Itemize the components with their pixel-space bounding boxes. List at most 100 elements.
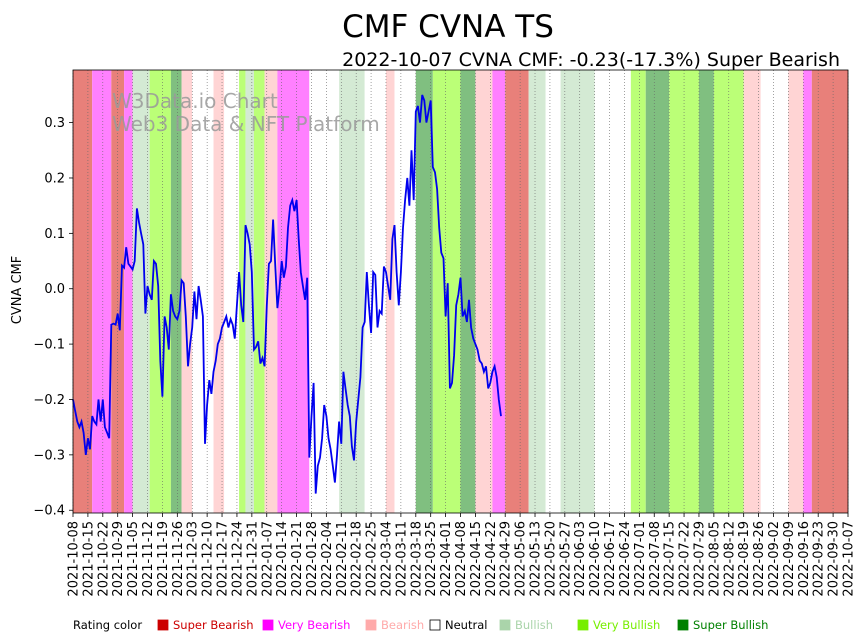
rating-band-14	[264, 70, 278, 513]
rating-band-26	[505, 70, 529, 513]
rating-band-1	[92, 70, 112, 513]
x-tick-label: 2021-11-19	[156, 521, 171, 597]
rating-band-4	[132, 70, 150, 513]
x-tick-label: 2022-09-23	[812, 521, 827, 597]
rating-band-0	[73, 70, 93, 513]
legend-swatch	[157, 619, 169, 631]
y-tick-label: 0.2	[44, 171, 65, 186]
y-tick-label: −0.3	[33, 448, 65, 463]
x-tick-label: 2022-05-13	[529, 521, 544, 597]
x-tick-label: 2021-10-29	[111, 521, 126, 597]
x-tick-label: 2022-06-17	[603, 521, 618, 597]
rating-band-13	[253, 70, 265, 513]
x-tick-label: 2022-04-01	[439, 521, 454, 597]
rating-band-10	[224, 70, 240, 513]
x-tick-label: 2022-10-07	[842, 521, 857, 597]
rating-band-38	[760, 70, 789, 513]
x-tick-label: 2022-06-24	[618, 521, 633, 597]
rating-band-40	[803, 70, 812, 513]
x-tick-label: 2022-01-21	[290, 521, 305, 597]
x-tick-label: 2021-12-24	[230, 521, 245, 597]
rating-band-41	[811, 70, 848, 513]
rating-band-39	[788, 70, 804, 513]
legend-swatch	[429, 619, 441, 631]
y-tick-label: −0.1	[33, 338, 65, 353]
cmf-series-line	[72, 94, 502, 494]
rating-band-7	[181, 70, 193, 513]
x-tick-label: 2021-10-15	[81, 521, 96, 597]
x-tick-label: 2022-01-14	[275, 521, 290, 597]
x-tick-label: 2022-09-09	[782, 521, 797, 597]
rating-band-11	[239, 70, 246, 513]
x-tick-label: 2022-08-26	[752, 521, 767, 597]
y-tick-label: 0.0	[44, 282, 65, 297]
rating-band-33	[645, 70, 670, 513]
x-tick-label: 2022-05-20	[543, 521, 558, 597]
x-tick-label: 2022-07-01	[633, 521, 648, 597]
x-tick-label: 2022-09-02	[767, 521, 782, 597]
x-tick-label: 2022-02-11	[335, 521, 350, 597]
legend-swatch	[677, 619, 689, 631]
rating-band-9	[213, 70, 225, 513]
x-tick-label: 2022-09-30	[827, 521, 842, 597]
x-tick-label: 2022-03-04	[380, 521, 395, 597]
legend: Rating color Super Bearish Very Bearish Bea…	[73, 618, 768, 632]
rating-band-37	[743, 70, 761, 513]
x-tick-label: 2022-04-08	[454, 521, 469, 597]
x-tick-label: 2022-08-19	[737, 521, 752, 597]
legend-item-label: Very Bullish	[593, 618, 660, 632]
x-tick-label: 2021-12-17	[216, 521, 231, 597]
legend-item-label: Super Bullish	[693, 618, 768, 632]
legend-item-label: Very Bearish	[278, 618, 350, 632]
rating-band-3	[124, 70, 133, 513]
rating-band-23	[460, 70, 476, 513]
legend-item-label: Bullish	[515, 618, 553, 632]
y-tick-label: −0.4	[33, 504, 65, 519]
rating-band-16	[309, 70, 340, 513]
x-tick-label: 2022-07-29	[693, 521, 708, 597]
rating-band-25	[492, 70, 506, 513]
rating-band-30	[594, 70, 610, 513]
x-tick-label: 2022-05-27	[558, 521, 573, 597]
x-tick-label: 2022-02-18	[350, 521, 365, 597]
rating-band-35	[698, 70, 714, 513]
x-tick-label: 2022-07-08	[648, 521, 663, 597]
rating-band-24	[475, 70, 493, 513]
rating-band-2	[111, 70, 125, 513]
legend-swatch	[499, 619, 511, 631]
rating-band-8	[192, 70, 214, 513]
x-tick-label: 2022-08-12	[722, 521, 737, 597]
chart-subtitle: 2022-10-07 CVNA CMF: -0.23(-17.3%) Super…	[342, 49, 840, 71]
rating-band-12	[245, 70, 254, 513]
x-tick-label: 2021-10-08	[67, 521, 82, 597]
x-tick-label: 2022-04-29	[499, 521, 514, 597]
rating-band-32	[630, 70, 646, 513]
x-tick-label: 2022-06-03	[573, 521, 588, 597]
x-tick-label: 2021-11-12	[141, 521, 156, 597]
watermark-line-2: Web3 Data & NFT Platform	[112, 112, 380, 136]
x-tick-label: 2022-08-05	[707, 521, 722, 597]
chart-title: CMF CVNA TS	[342, 9, 554, 45]
legend-item-label: Super Bearish	[173, 618, 254, 632]
x-tick-label: 2022-04-22	[484, 521, 499, 597]
rating-bands	[73, 70, 848, 513]
x-tick-label: 2022-03-25	[424, 521, 439, 597]
rating-band-5	[149, 70, 171, 513]
legend-swatch	[577, 619, 589, 631]
x-tick-label: 2021-12-03	[186, 521, 201, 597]
legend-item-label: Bearish	[381, 618, 424, 632]
rating-band-29	[560, 70, 595, 513]
legend-title: Rating color	[73, 618, 142, 632]
rating-band-21	[415, 70, 433, 513]
x-tick-label: 2022-01-07	[260, 521, 275, 597]
rating-band-6	[170, 70, 182, 513]
x-tick-label: 2022-07-15	[663, 521, 678, 597]
x-tick-label: 2022-02-25	[365, 521, 380, 597]
x-tick-label: 2021-11-05	[126, 521, 141, 597]
x-tick-label: 2021-11-26	[171, 521, 186, 597]
y-tick-label: 0.3	[44, 116, 65, 131]
rating-band-31	[609, 70, 631, 513]
x-tick-label: 2022-03-11	[394, 521, 409, 597]
y-tick-label: 0.1	[44, 227, 65, 242]
